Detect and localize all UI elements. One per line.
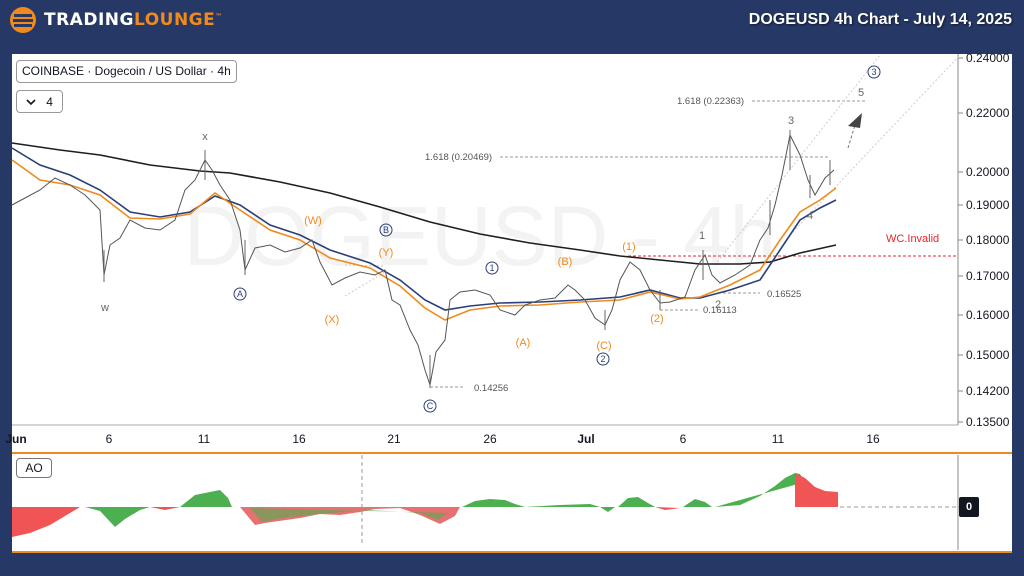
trend-channel xyxy=(344,54,961,297)
wave-label: 2 xyxy=(600,354,605,364)
tradinglounge-logo: TRADINGLOUNGE™ xyxy=(8,6,223,34)
price-tick: 0.16000 xyxy=(966,308,1010,322)
time-tick: 11 xyxy=(772,432,785,446)
time-axis[interactable]: Jun 6 11 16 21 26 Jul 6 11 16 xyxy=(5,432,880,446)
projection-arrow-icon xyxy=(848,113,862,128)
invalid-label: WC.Invalid xyxy=(886,233,939,245)
price-tick: 0.14200 xyxy=(966,384,1010,398)
price-tick: 0.15000 xyxy=(966,348,1010,362)
wave-label: 4 xyxy=(807,210,813,222)
ema-slow-line xyxy=(11,147,837,311)
logo-text-trading: TRADING xyxy=(44,10,134,30)
wave-label: (W) xyxy=(304,215,322,227)
ao-zero-badge: 0 xyxy=(959,497,979,517)
wave-label: (Y) xyxy=(379,247,394,259)
time-tick: 16 xyxy=(866,432,880,446)
low-label: 0.16113 xyxy=(703,305,737,316)
time-tick: 21 xyxy=(387,432,401,446)
symbol-legend[interactable]: COINBASE · Dogecoin / US Dollar · 4h xyxy=(16,60,237,83)
indicator-count: 4 xyxy=(46,94,53,109)
logo-icon xyxy=(10,7,36,33)
page-title: DOGEUSD 4h Chart - July 14, 2025 xyxy=(748,11,1012,28)
wave-label: A xyxy=(237,289,243,299)
wave-label: C xyxy=(427,401,434,411)
price-tick: 0.24000 xyxy=(966,51,1010,65)
wave-label: (A) xyxy=(516,337,531,349)
wave-label: 5 xyxy=(858,87,864,99)
header: TRADINGLOUNGE™ DOGEUSD 4h Chart - July 1… xyxy=(0,0,1024,54)
ohlc-ticks xyxy=(103,130,831,388)
price-bars xyxy=(11,133,835,386)
wave-label: (B) xyxy=(558,256,573,268)
price-axis[interactable]: 0.24000 0.22000 0.20000 0.19000 0.18000 … xyxy=(958,51,1010,429)
logo-text-lounge: LOUNGE xyxy=(133,10,216,30)
price-tick: 0.17000 xyxy=(966,269,1010,283)
price-tick: 0.22000 xyxy=(966,106,1010,120)
price-tick: 0.13500 xyxy=(966,415,1010,429)
projection-line xyxy=(847,124,856,149)
wave-label: 1 xyxy=(699,230,705,242)
wave-labels-minor: w x 1 2 3 4 5 xyxy=(100,87,864,314)
time-tick: 16 xyxy=(292,432,306,446)
indicators-toggle[interactable]: 4 xyxy=(16,90,63,113)
logo-tm: ™ xyxy=(215,12,223,21)
time-tick: Jul xyxy=(577,432,594,446)
wave-label: (C) xyxy=(596,340,611,352)
price-tick: 0.20000 xyxy=(966,165,1010,179)
time-tick: 6 xyxy=(106,432,113,446)
time-tick: Jun xyxy=(5,432,26,446)
wave-label: B xyxy=(383,225,389,235)
wave-label: (X) xyxy=(325,314,340,326)
price-tick: 0.19000 xyxy=(966,198,1010,212)
wave-labels-orange: (W) (X) (Y) (A) (B) (C) (1) (2) xyxy=(304,215,664,352)
wave-label: (1) xyxy=(622,241,635,253)
wave-label: w xyxy=(100,302,109,314)
ema-fast-line xyxy=(11,159,837,321)
time-tick: 6 xyxy=(680,432,687,446)
ao-histogram xyxy=(12,473,838,537)
fib-label: 1.618 (0.20469) xyxy=(425,152,492,163)
sma-line xyxy=(11,142,837,265)
ao-legend[interactable]: AO xyxy=(16,458,52,478)
wave-label: 2 xyxy=(715,299,721,311)
time-tick: 26 xyxy=(483,432,497,446)
wave-label: 3 xyxy=(788,115,794,127)
wave-label: x xyxy=(202,131,208,143)
wave-label: 3 xyxy=(871,67,876,77)
wave-label: 1 xyxy=(489,263,494,273)
watermark: DOGEUSD - 4h xyxy=(184,189,777,283)
low-label: 0.16525 xyxy=(767,289,801,300)
wave-label: (2) xyxy=(650,313,663,325)
low-label: 0.14256 xyxy=(474,383,508,394)
level-labels: 1.618 (0.22363) 1.618 (0.20469) 0.14256 … xyxy=(425,96,801,394)
logo-text: TRADINGLOUNGE™ xyxy=(44,10,223,30)
time-tick: 11 xyxy=(198,432,211,446)
level-lines xyxy=(430,100,865,388)
chevron-down-icon xyxy=(26,98,36,105)
wave-labels-circled: A B C 1 2 3 xyxy=(233,65,881,413)
price-tick: 0.18000 xyxy=(966,233,1010,247)
fib-label: 1.618 (0.22363) xyxy=(677,96,744,107)
